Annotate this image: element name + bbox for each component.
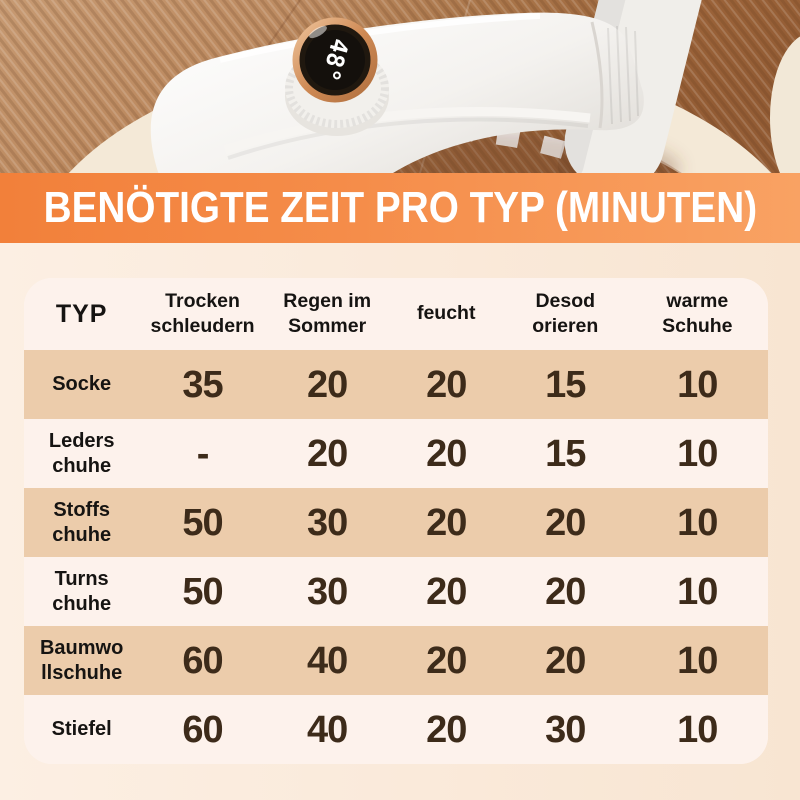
value-cell: 20 xyxy=(545,501,586,544)
banner: BENÖTIGTE ZEIT PRO TYP (MINUTEN) xyxy=(0,173,800,243)
shoe-dryer-scene: 48° xyxy=(0,0,800,173)
table-row-baumwollschuhe: Baumwo llschuhe 60 40 20 20 10 xyxy=(24,626,768,695)
value-cell: 40 xyxy=(307,708,348,751)
row-label: Baumwo llschuhe xyxy=(39,636,124,684)
column-header-warme-schuhe: warme Schuhe xyxy=(662,289,733,337)
value-cell: 50 xyxy=(182,570,223,613)
table-row-stoffschuhe: Stoffs chuhe 50 30 20 20 10 xyxy=(24,488,768,557)
value-cell: 20 xyxy=(426,501,467,544)
row-label: Stoffs chuhe xyxy=(52,498,112,546)
dryer-body xyxy=(150,12,644,173)
value-cell: 50 xyxy=(182,501,223,544)
product-photo: 48° xyxy=(0,0,800,173)
column-header-typ: TYP xyxy=(55,299,108,328)
value-cell: 60 xyxy=(182,708,223,751)
value-cell: 40 xyxy=(307,639,348,682)
value-cell: 15 xyxy=(545,363,586,406)
value-cell: 20 xyxy=(426,363,467,406)
value-cell: 10 xyxy=(677,708,718,751)
value-cell: 10 xyxy=(677,363,718,406)
value-cell: 20 xyxy=(426,639,467,682)
table-header-row: TYP Trocken schleudern Regen im Sommer f… xyxy=(24,278,768,350)
table-row-stiefel: Stiefel 60 40 20 30 10 xyxy=(24,695,768,764)
table-section: TYP Trocken schleudern Regen im Sommer f… xyxy=(0,243,800,800)
value-cell: 30 xyxy=(545,708,586,751)
value-cell: 35 xyxy=(182,363,223,406)
banner-title: BENÖTIGTE ZEIT PRO TYP (MINUTEN) xyxy=(43,183,757,232)
value-cell: 20 xyxy=(426,570,467,613)
temperature-knob: 48° xyxy=(285,17,389,136)
row-label: Turns chuhe xyxy=(52,567,112,615)
value-cell: 30 xyxy=(307,501,348,544)
row-label: Socke xyxy=(52,373,112,395)
table-row-lederschuhe: Leders chuhe - 20 20 15 10 xyxy=(24,419,768,488)
row-label: Leders chuhe xyxy=(48,429,115,477)
value-cell: 20 xyxy=(307,432,348,475)
ridge-texture xyxy=(607,25,639,125)
row-label: Stiefel xyxy=(51,718,112,740)
value-cell: 10 xyxy=(677,501,718,544)
column-header-desodorieren: Desod orieren xyxy=(532,289,599,337)
value-cell: 20 xyxy=(545,570,586,613)
value-cell: - xyxy=(196,432,210,475)
value-cell: 10 xyxy=(677,570,718,613)
value-cell: 15 xyxy=(545,432,586,475)
column-header-feucht: feucht xyxy=(416,302,476,325)
mat-edge xyxy=(770,36,800,173)
value-cell: 20 xyxy=(545,639,586,682)
column-header-trocken-schleudern: Trocken schleudern xyxy=(150,289,255,337)
value-cell: 60 xyxy=(182,639,223,682)
value-cell: 10 xyxy=(677,639,718,682)
temperature-display xyxy=(305,30,365,90)
time-per-type-table: TYP Trocken schleudern Regen im Sommer f… xyxy=(24,278,768,764)
table-row-turnschuhe: Turns chuhe 50 30 20 20 10 xyxy=(24,557,768,626)
table-row-socke: Socke 35 20 20 15 10 xyxy=(24,350,768,419)
value-cell: 20 xyxy=(307,363,348,406)
value-cell: 20 xyxy=(426,432,467,475)
column-header-regen-im-sommer: Regen im Sommer xyxy=(283,289,372,337)
value-cell: 20 xyxy=(426,708,467,751)
value-cell: 30 xyxy=(307,570,348,613)
value-cell: 10 xyxy=(677,432,718,475)
